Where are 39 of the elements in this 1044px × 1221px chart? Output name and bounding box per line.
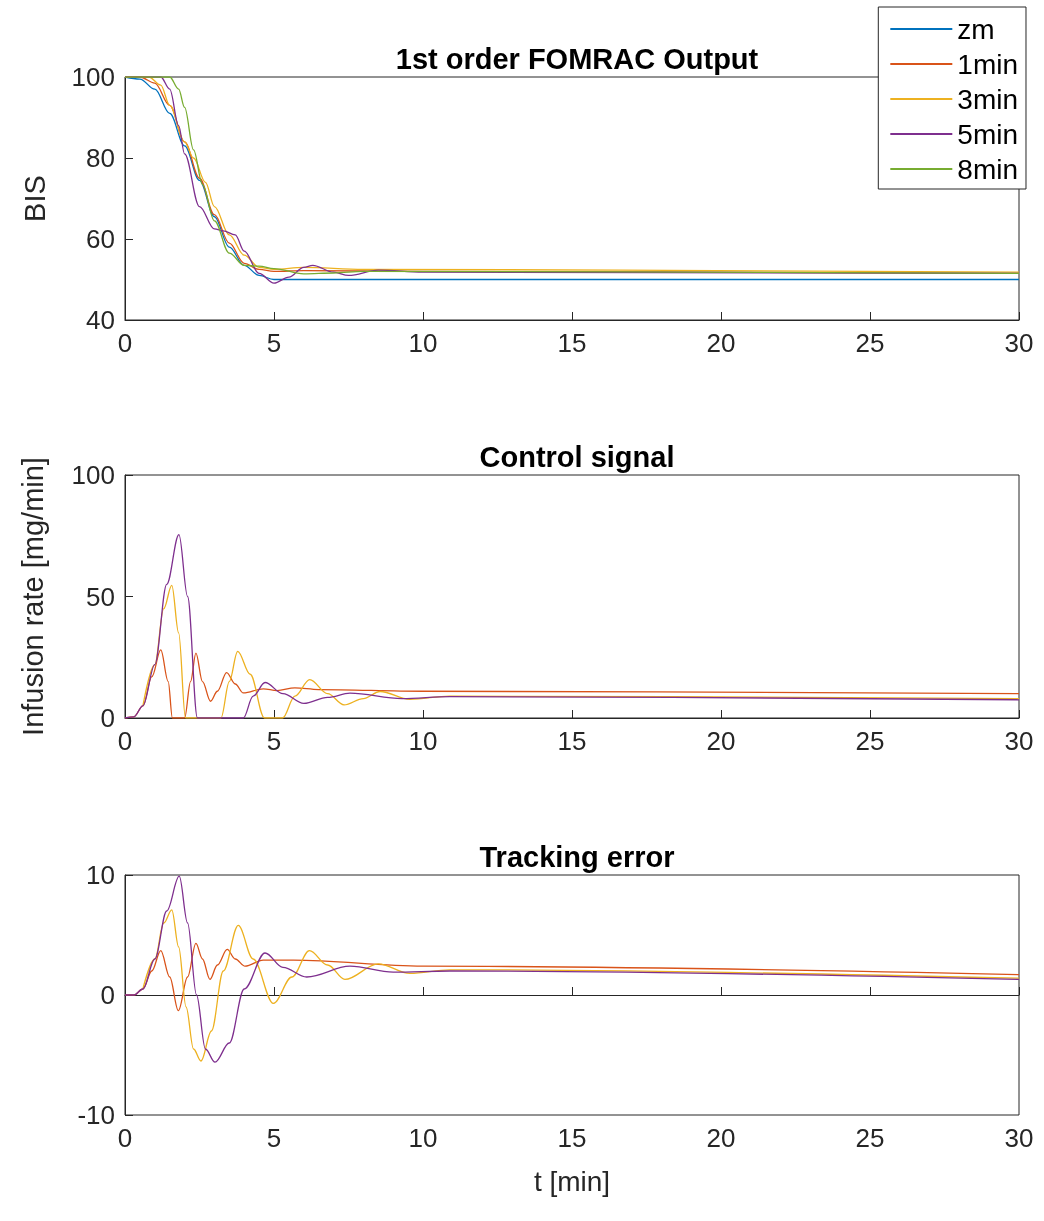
x-tick-label: 30: [1004, 726, 1034, 756]
x-axis-title: t [min]: [533, 1165, 611, 1197]
x-tick-label: 5: [266, 328, 282, 358]
x-tick-label: 20: [706, 1123, 736, 1153]
x-tick-label: 20: [706, 328, 736, 358]
y-tick-label: 0: [100, 703, 115, 733]
chart-title: Control signal: [479, 440, 675, 473]
y-tick-label: -10: [77, 1100, 115, 1130]
legend-label: 1min: [957, 48, 1019, 80]
x-tick-label: 5: [266, 1123, 282, 1153]
x-tick-label: 15: [557, 726, 587, 756]
x-tick-label: 25: [855, 726, 885, 756]
x-tick-label: 5: [266, 726, 282, 756]
y-tick-label: 80: [86, 143, 115, 173]
chart-title: Tracking error: [479, 840, 675, 873]
y-tick-label: 50: [86, 581, 115, 612]
legend-label: 3min: [957, 83, 1019, 115]
x-tick-label: 25: [855, 328, 885, 358]
legend-label: 5min: [957, 118, 1019, 150]
chart-title: 1st order FOMRAC Output: [395, 42, 759, 75]
x-tick-label: 10: [408, 1123, 438, 1153]
y-tick-label: 40: [86, 305, 115, 335]
y-tick-label: 10: [86, 860, 115, 890]
x-tick-label: 10: [408, 726, 438, 756]
legend-label: 8min: [957, 153, 1019, 185]
y-tick-label: 60: [86, 224, 115, 254]
x-tick-label: 30: [1004, 1123, 1034, 1153]
y-tick-label: 100: [71, 62, 115, 92]
x-tick-label: 25: [855, 1123, 885, 1153]
x-tick-label: 30: [1004, 328, 1034, 358]
legend-label: zm: [957, 13, 995, 45]
x-tick-label: 15: [557, 328, 587, 358]
x-tick-label: 15: [557, 1123, 587, 1153]
y-tick-label: 0: [100, 980, 115, 1010]
x-tick-label: 20: [706, 726, 736, 756]
y-tick-label: 100: [71, 460, 115, 490]
y-axis-title: BIS: [18, 175, 51, 222]
y-axis-title: Infusion rate [mg/min]: [16, 457, 49, 736]
x-tick-label: 10: [408, 328, 438, 358]
